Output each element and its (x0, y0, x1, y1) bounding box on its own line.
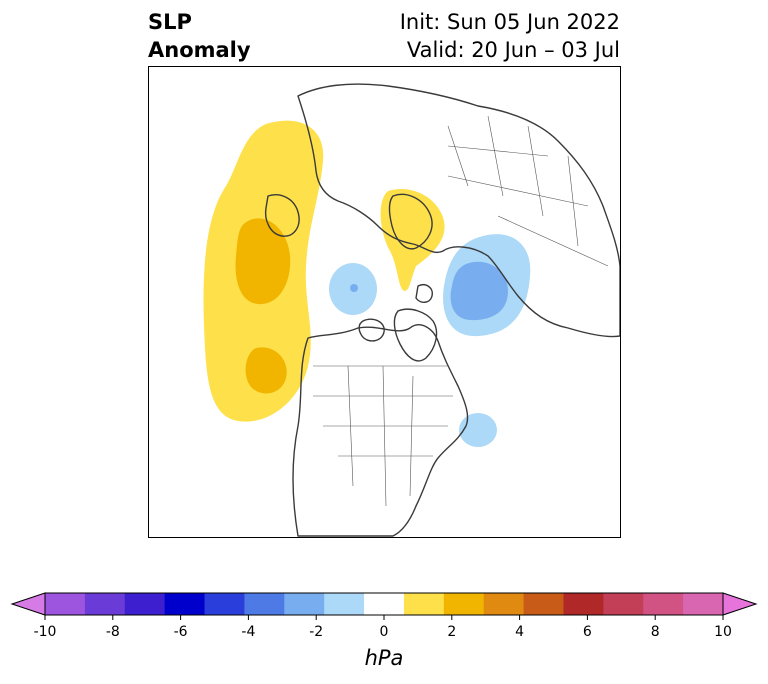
valid-range: Valid: 20 Jun – 03 Jul (406, 38, 620, 62)
north-pacific-core-1 (235, 218, 291, 305)
title-line-2: Anomaly (148, 38, 251, 62)
colorbar-tick-label: 0 (379, 624, 389, 640)
colorbar-tick-label: 6 (582, 624, 592, 640)
scandinavia-positive-region (380, 189, 445, 291)
colorbar-tick-label: -6 (173, 624, 188, 640)
colorbar-cell (483, 593, 525, 615)
colorbar-cell (443, 593, 485, 615)
colorbar-tick-label: 2 (447, 624, 457, 640)
colorbar-cell (643, 593, 684, 615)
colorbar-tick-label: -8 (105, 624, 120, 640)
colorbar-cell (324, 593, 365, 615)
map-title: SLP Anomaly (148, 8, 251, 64)
colorbar-cell (683, 593, 724, 615)
colorbar-tick-label: -2 (309, 624, 324, 640)
colorbar-cell (563, 593, 604, 615)
colorbar-tick-label: -4 (241, 624, 256, 640)
colorbar-tick-label: 8 (650, 624, 660, 640)
colorbar-cell (164, 593, 206, 615)
political-borders (313, 115, 609, 507)
colorbar-cell (244, 593, 285, 615)
colorbar-cell (84, 593, 126, 615)
colorbar-unit: hPa (364, 646, 404, 670)
init-date: Init: Sun 05 Jun 2022 (399, 10, 620, 34)
canadian-arctic-core (350, 284, 358, 292)
colorbar-cell (124, 593, 166, 615)
colorbar-cell (403, 593, 445, 615)
coastlines (264, 83, 621, 537)
colorbar-cell (364, 593, 405, 615)
colorbar-extend-high (722, 592, 758, 616)
colorbar-cell (603, 593, 644, 615)
colorbar-cell (284, 593, 325, 615)
colorbar-tick-label: 10 (714, 624, 732, 640)
north-pacific-core-2 (245, 347, 287, 394)
colorbar-cell (204, 593, 245, 615)
colorbar (10, 592, 758, 620)
title-line-1: SLP (148, 10, 192, 34)
colorbar-tick-label: 4 (515, 624, 525, 640)
north-atlantic-negative-region (459, 413, 497, 447)
forecast-dates: Init: Sun 05 Jun 2022 Valid: 20 Jun – 03… (400, 8, 620, 64)
colorbar-cell (523, 593, 564, 615)
anomaly-map (148, 66, 621, 538)
colorbar-cell (45, 593, 86, 615)
siberia-core (450, 261, 508, 321)
colorbar-extend-low (10, 592, 46, 616)
colorbar-tick-label: -10 (33, 624, 57, 640)
